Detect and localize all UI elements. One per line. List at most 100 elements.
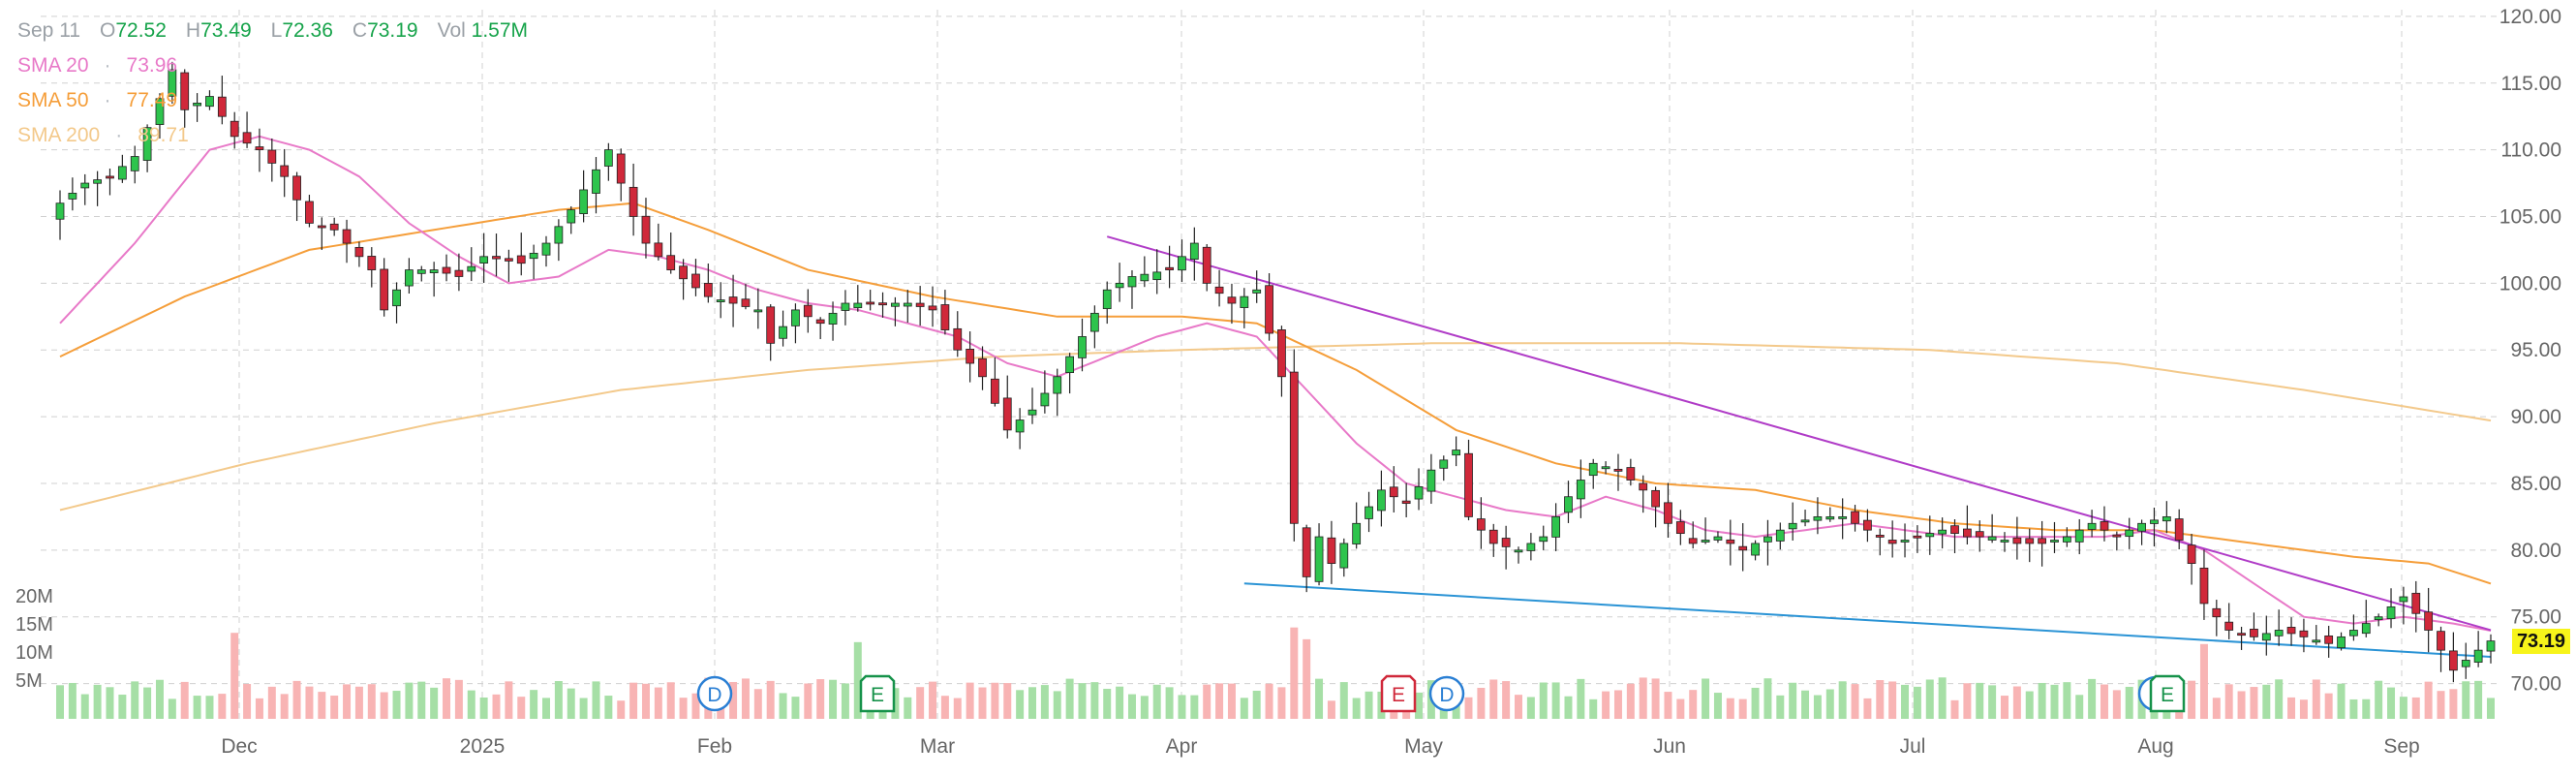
volume-bar <box>2212 698 2221 719</box>
candle-body <box>2199 567 2209 605</box>
volume-bar <box>1925 679 1934 719</box>
volume-bar <box>629 682 638 719</box>
volume-bar <box>1065 678 1074 719</box>
volume-bar <box>1339 682 1348 719</box>
candle-body <box>2461 660 2470 667</box>
volume-bar <box>2188 680 2196 719</box>
candle-body <box>853 302 863 309</box>
candle-body <box>1352 522 1362 544</box>
volume-bar <box>1763 678 1772 719</box>
candle-body <box>479 256 489 264</box>
candle-body <box>691 273 700 289</box>
candle-body <box>1439 459 1449 469</box>
candle-body <box>405 269 414 287</box>
volume-bar <box>1988 685 1997 719</box>
volume-bar <box>417 681 426 719</box>
candle-body <box>1688 538 1698 544</box>
volume-bar <box>654 687 662 719</box>
candle-body <box>2274 630 2284 636</box>
candle-body <box>305 201 314 224</box>
volume-bar <box>2337 683 2346 719</box>
candle-body <box>255 146 264 151</box>
volume-bar <box>193 696 201 719</box>
candle-body <box>1002 397 1012 431</box>
legend-sma20[interactable]: SMA 20 · 73.96 <box>17 54 178 77</box>
candle-body <box>1726 539 1735 544</box>
candle-body <box>1813 515 1823 521</box>
volume-bar <box>604 696 613 719</box>
candle-body <box>117 166 127 180</box>
candle-body <box>1651 489 1660 508</box>
candle-body <box>828 312 838 325</box>
candle-body <box>903 302 912 307</box>
low-label: L <box>270 19 283 42</box>
volume-bar <box>1526 697 1535 719</box>
sma200-value: 89.71 <box>138 124 189 146</box>
volume-bar <box>2362 698 2371 719</box>
volume-bar <box>753 689 762 719</box>
candle-body <box>1476 518 1486 531</box>
candle-body <box>2299 630 2309 637</box>
candle-body <box>1327 537 1336 565</box>
volume-bar <box>1078 683 1087 719</box>
volume-bar <box>479 698 488 719</box>
volume-bar <box>80 694 89 719</box>
volume-label: Vol <box>437 19 466 42</box>
volume-bar <box>666 682 675 719</box>
volume-bar <box>1901 684 1910 719</box>
volume-bar <box>1813 695 1822 719</box>
candle-body <box>106 175 114 179</box>
candle-body <box>1925 533 1935 538</box>
volume-bar <box>1689 690 1698 719</box>
volume-bar <box>1551 682 1560 719</box>
volume-bar <box>2462 681 2470 719</box>
volume-bar <box>1028 687 1036 719</box>
volume-bar <box>330 696 339 719</box>
volume-bar <box>305 686 314 719</box>
candle-body <box>454 269 464 277</box>
candle-body <box>93 179 103 184</box>
sma20-line <box>59 135 2492 632</box>
time-axis-label: 2025 <box>460 735 506 758</box>
header-date: Sep 11 <box>17 19 80 42</box>
candle-body <box>2386 605 2396 620</box>
volume-bar <box>2487 698 2495 719</box>
candle-body <box>1065 356 1075 374</box>
volume-bar <box>1801 690 1810 719</box>
candle-body <box>1027 409 1037 416</box>
candle-body <box>728 296 738 304</box>
volume-bar <box>1539 682 1548 719</box>
candle-body <box>1950 525 1959 535</box>
candle-body <box>1452 450 1461 456</box>
sma20-name: SMA 20 <box>17 54 89 77</box>
volume-bar <box>93 684 102 719</box>
legend-sma200[interactable]: SMA 200 · 89.71 <box>17 124 189 146</box>
candle-body <box>1227 296 1237 304</box>
volume-bar <box>2100 684 2108 719</box>
volume-bar <box>1950 699 1959 719</box>
volume-bar <box>2349 698 2358 719</box>
candle-body <box>267 149 277 164</box>
volume-bar <box>1602 691 1610 719</box>
candle-body <box>1938 529 1947 535</box>
volume-bar <box>1315 678 1324 719</box>
candle-body <box>1178 256 1186 271</box>
legend-sma50[interactable]: SMA 50 · 77.49 <box>17 89 178 111</box>
candle-body <box>1365 506 1373 519</box>
candle-body <box>1165 266 1174 270</box>
volume-bar <box>1290 627 1299 719</box>
volume-tick-label: 10M <box>15 642 53 664</box>
candle-body <box>242 132 252 144</box>
volume-bar <box>2437 691 2445 719</box>
candle-body <box>1738 545 1748 551</box>
volume-bar <box>2224 684 2233 719</box>
price-tick-label: 85.00 <box>2510 473 2561 495</box>
volume-bar <box>1190 695 1199 719</box>
candle-body <box>2312 639 2321 643</box>
open-label: O <box>100 19 116 42</box>
candle-body <box>1152 271 1162 281</box>
sma200-name: SMA 200 <box>17 124 101 146</box>
candle-body <box>878 302 887 306</box>
candle-body <box>2374 616 2383 621</box>
